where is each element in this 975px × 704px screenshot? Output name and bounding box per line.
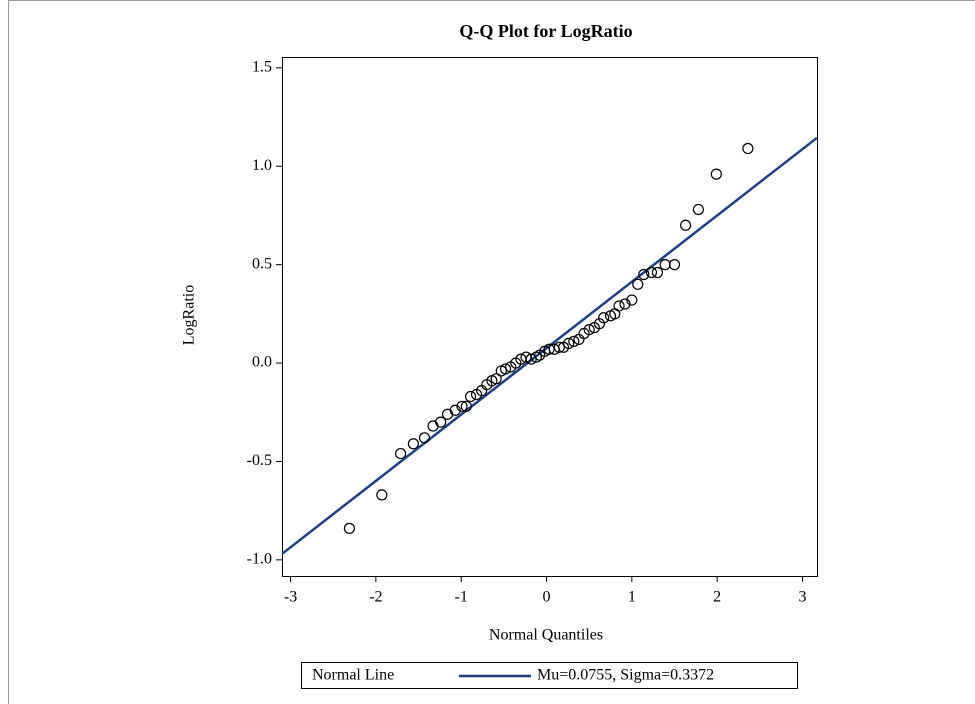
- x-tick-label: 2: [713, 589, 721, 606]
- legend-label: Mu=0.0755, Sigma=0.3372: [537, 667, 714, 684]
- point: [593, 318, 606, 330]
- x-tick-label: -2: [369, 589, 382, 606]
- point: [456, 400, 468, 412]
- x-tick-label: -3: [284, 589, 297, 606]
- point: [464, 390, 477, 403]
- point: [563, 337, 575, 349]
- point: [710, 168, 722, 180]
- point: [583, 323, 595, 336]
- point: [632, 278, 644, 290]
- point: [376, 489, 388, 501]
- point: [668, 259, 681, 271]
- point: [441, 408, 454, 420]
- y-tick-label: 1.5: [252, 58, 272, 75]
- point: [679, 219, 692, 231]
- point: [598, 312, 610, 324]
- y-tick-label: 0.0: [252, 354, 272, 371]
- point: [692, 203, 704, 216]
- point: [742, 142, 754, 155]
- point: [395, 447, 407, 460]
- normal-line: [282, 136, 817, 555]
- y-axis-label: LogRatio: [181, 285, 198, 345]
- x-tick-label: 3: [798, 589, 806, 606]
- point: [427, 420, 439, 432]
- y-tick-label: 0.5: [252, 255, 272, 272]
- y-tick-label: -1.0: [247, 551, 272, 568]
- point: [645, 266, 658, 279]
- point: [449, 404, 461, 416]
- point: [460, 400, 472, 412]
- x-axis-label: Normal Quantiles: [489, 627, 603, 644]
- point: [651, 266, 664, 279]
- x-tick-label: 0: [543, 589, 551, 606]
- legend-box: [301, 662, 798, 689]
- point: [407, 438, 420, 450]
- x-tick-label: 1: [628, 589, 636, 606]
- point: [613, 300, 625, 312]
- point: [490, 373, 502, 385]
- point: [435, 416, 447, 428]
- point: [343, 522, 356, 534]
- point: [659, 259, 671, 271]
- point: [418, 432, 431, 444]
- x-tick-label: -1: [455, 589, 468, 606]
- point: [619, 298, 631, 310]
- point: [553, 341, 565, 353]
- point: [626, 294, 638, 306]
- point: [499, 363, 512, 375]
- y-tick-label: -0.5: [247, 452, 272, 469]
- plot-area: [282, 57, 818, 577]
- point: [638, 268, 650, 281]
- chart-title: Q-Q Plot for LogRatio: [459, 21, 632, 41]
- legend-title: Normal Line: [312, 667, 394, 684]
- page-border: [8, 0, 975, 704]
- point: [568, 335, 580, 347]
- y-tick-label: 1.0: [252, 157, 272, 174]
